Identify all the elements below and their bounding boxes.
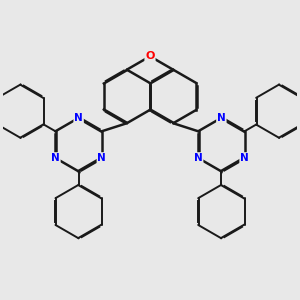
Text: N: N (74, 113, 83, 123)
Text: N: N (51, 153, 60, 163)
Text: O: O (145, 51, 155, 61)
Text: N: N (98, 153, 106, 163)
Text: N: N (194, 153, 203, 163)
Text: N: N (217, 113, 226, 123)
Text: N: N (240, 153, 249, 163)
